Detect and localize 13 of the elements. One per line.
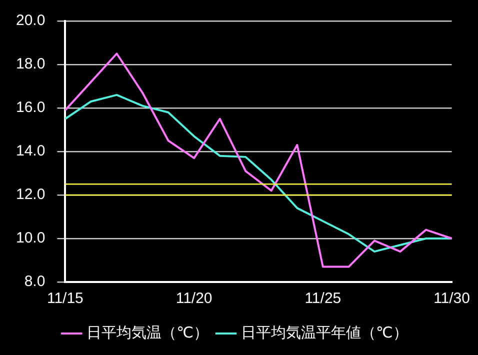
x-tick-label: 11/30: [434, 290, 470, 308]
y-tick-label: 18.0: [16, 56, 46, 73]
y-tick-label: 20.0: [16, 12, 46, 30]
y-tick-label: 10.0: [16, 230, 46, 247]
x-tick-label: 11/15: [46, 290, 84, 308]
y-tick-label: 12.0: [16, 186, 46, 204]
x-tick-label: 11/25: [304, 290, 342, 308]
y-tick-label: 16.0: [16, 99, 46, 116]
x-tick-label: 11/20: [176, 290, 212, 308]
legend-label: 日平均気温平年値（℃）: [241, 323, 408, 342]
y-tick-label: 8.0: [24, 273, 46, 290]
y-tick-label: 14.0: [16, 142, 46, 160]
legend-label: 日平均気温（℃）: [86, 323, 209, 342]
